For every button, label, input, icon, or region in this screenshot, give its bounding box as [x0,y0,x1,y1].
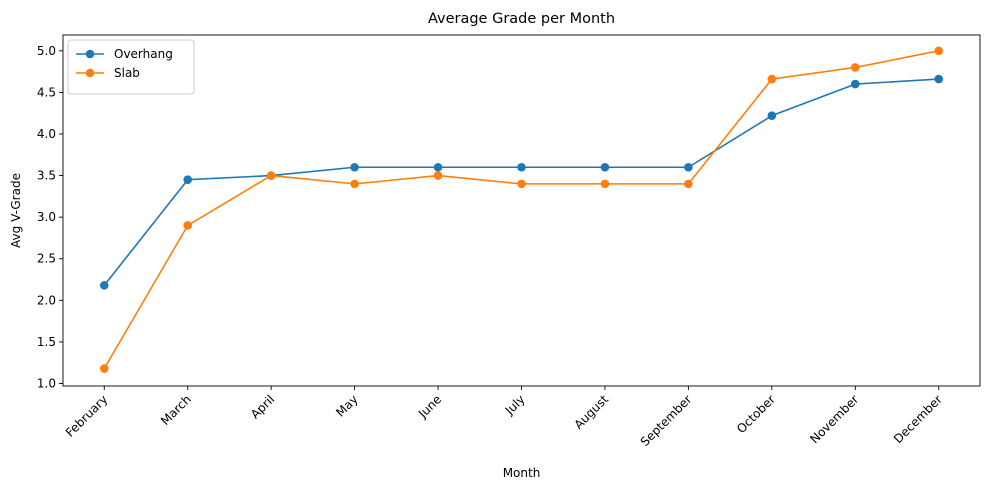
y-tick-label: 4.0 [37,127,56,141]
series-line-slab [103,50,939,369]
y-tick-label: 3.5 [37,169,56,183]
data-point-slab [350,179,359,189]
x-tick-label: September [638,392,695,449]
legend: Overhang Slab [67,39,195,95]
x-axis-label: Month [503,466,541,480]
data-point-overhang [183,175,193,185]
y-tick-label: 5.0 [37,44,56,58]
legend-marker-slab [85,68,95,78]
data-point-slab [684,179,693,189]
x-tick-label: April [248,392,277,421]
y-tick-label: 4.5 [37,85,56,99]
data-point-slab [600,179,610,189]
legend-marker-overhang [85,49,95,59]
y-tick-label: 2.5 [37,252,56,266]
data-point-overhang [850,79,860,89]
data-point-slab [767,74,777,84]
x-tick-label: November [807,392,861,446]
x-tick-label: October [734,392,778,436]
data-point-slab [433,171,443,180]
y-tick-label: 2.0 [37,293,56,307]
data-point-overhang [433,162,443,172]
x-tick-label: March [158,392,194,428]
data-point-slab [266,171,276,180]
plot-area: 1.0 1.5 2.0 2.5 3.0 3.5 4.0 4.5 5.0 February March… [37,34,981,449]
y-tick-label: 3.0 [37,210,56,224]
y-tick-label: 1.5 [37,335,56,349]
chart-title: Average Grade per Month [428,11,615,27]
data-point-slab [934,46,944,56]
legend-label-slab: Slab [114,66,140,80]
data-point-overhang [684,162,693,172]
x-tick-label: June [415,392,444,421]
data-point-overhang [517,162,526,172]
x-tick-label: August [571,392,611,432]
data-point-overhang [600,162,610,172]
data-point-slab [517,179,526,189]
data-point-overhang [350,162,359,172]
y-axis-label: Avg V-Grade [9,173,23,248]
data-point-overhang [934,74,944,84]
legend-label-overhang: Overhang [114,47,173,61]
x-tick-label: December [891,392,945,446]
x-tick-label: February [63,392,111,440]
data-point-overhang [99,281,109,290]
data-point-slab [183,221,193,230]
x-tick-label: May [333,392,360,419]
y-tick-label: 1.0 [37,377,56,391]
data-point-slab [99,364,109,373]
data-point-overhang [767,111,777,120]
data-point-slab [850,63,860,72]
x-tick-label: July [502,392,528,418]
plot-frame [62,34,981,387]
